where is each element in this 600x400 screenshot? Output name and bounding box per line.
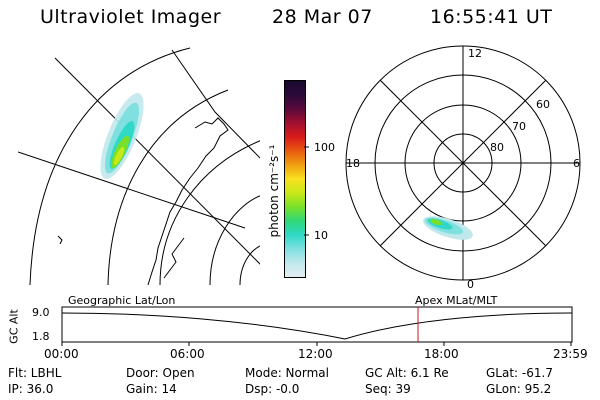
meridian [18,151,246,229]
meridian [171,49,260,159]
aurora-emission-polar [423,216,473,240]
colorbar-tick-100: 100 [314,141,335,154]
coastline [147,117,229,286]
time-tick-1800: 18:00 [424,347,459,361]
seq-value: Seq: 39 [365,382,411,396]
meridian [54,57,260,265]
polar-panel-caption: Apex MLat/MLT [415,294,498,307]
lat-circle [239,245,260,286]
colorbar-ticks [304,146,309,236]
colorbar-tick-10: 10 [314,229,328,242]
time-tick-0600: 06:00 [170,347,205,361]
gain-value: Gain: 14 [126,382,177,396]
glat-value: GLat: -61.7 [486,366,553,380]
mlt-label-18: 18 [346,157,360,170]
instrument-title: Ultraviolet Imager [40,6,222,28]
colorbar [284,80,306,278]
altitude-y-tick-low: 1.8 [32,330,50,343]
date-label: 28 Mar 07 [272,6,373,28]
aurora-emission-geo [100,93,144,179]
time-label: 16:55:41 UT [430,6,553,28]
time-tick-1200: 12:00 [298,347,333,361]
coastline [163,237,185,279]
mlt-label-0: 0 [467,278,474,291]
geo-panel-caption: Geographic Lat/Lon [68,294,176,307]
time-tick-2359: 23:59 [553,347,588,361]
lat-circle [29,47,191,286]
dsp-value: Dsp: -0.0 [245,382,300,396]
coastline [57,235,63,245]
glon-value: GLon: 95.2 [486,382,552,396]
mode-value: Mode: Normal [245,366,329,380]
gc-alt-value: GC Alt: 6.1 Re [365,366,449,380]
altitude-axis-title: GC Alt [7,309,21,344]
altitude-curve [61,312,573,340]
ip-value: IP: 36.0 [8,382,54,396]
lat-circle [107,89,229,286]
filter-value: Flt: LBHL [8,366,62,380]
lat-circle [209,195,260,286]
mlat-label-70: 70 [512,120,526,133]
mlat-label-80: 80 [490,141,504,154]
altitude-y-tick-high: 9.0 [32,306,50,319]
time-tick-0000: 00:00 [44,347,79,361]
mlt-label-12: 12 [468,47,482,60]
mlat-label-60: 60 [536,98,550,111]
mlt-label-6: 6 [573,157,580,170]
lat-circle [159,140,260,286]
door-value: Door: Open [126,366,195,380]
